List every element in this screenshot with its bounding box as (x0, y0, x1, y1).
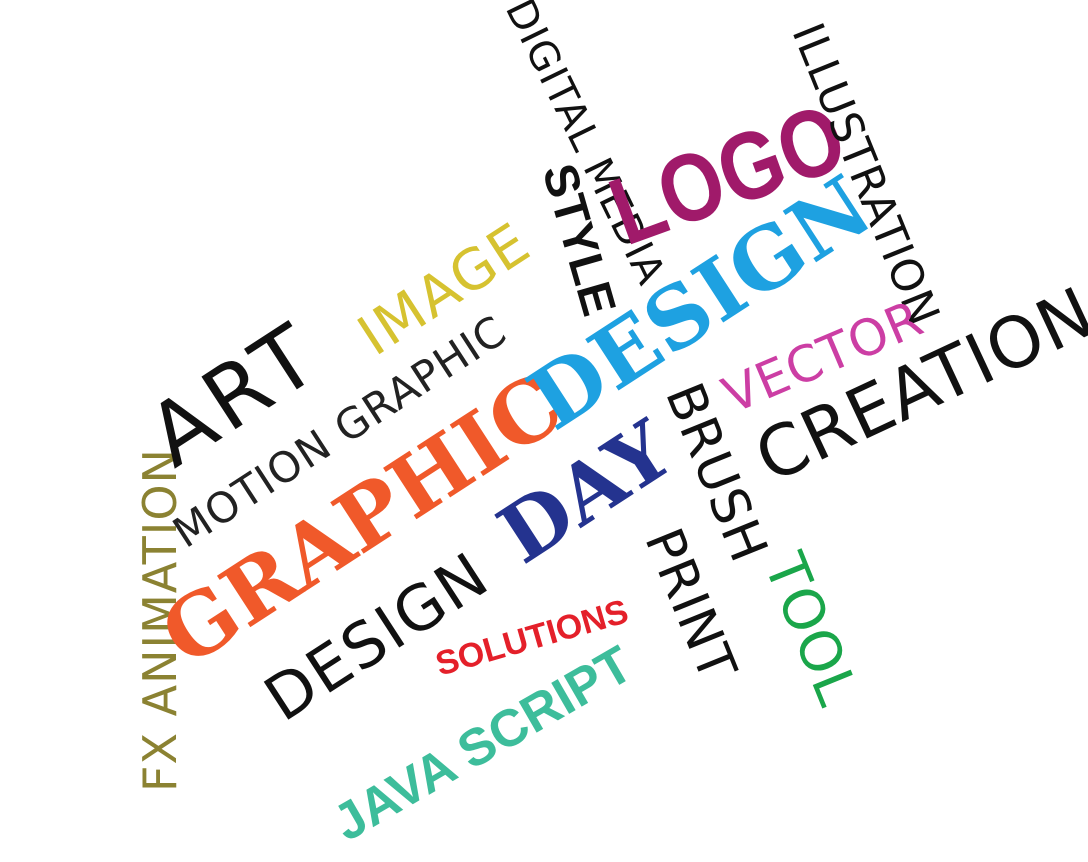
word-tool: TOOL (750, 544, 871, 716)
